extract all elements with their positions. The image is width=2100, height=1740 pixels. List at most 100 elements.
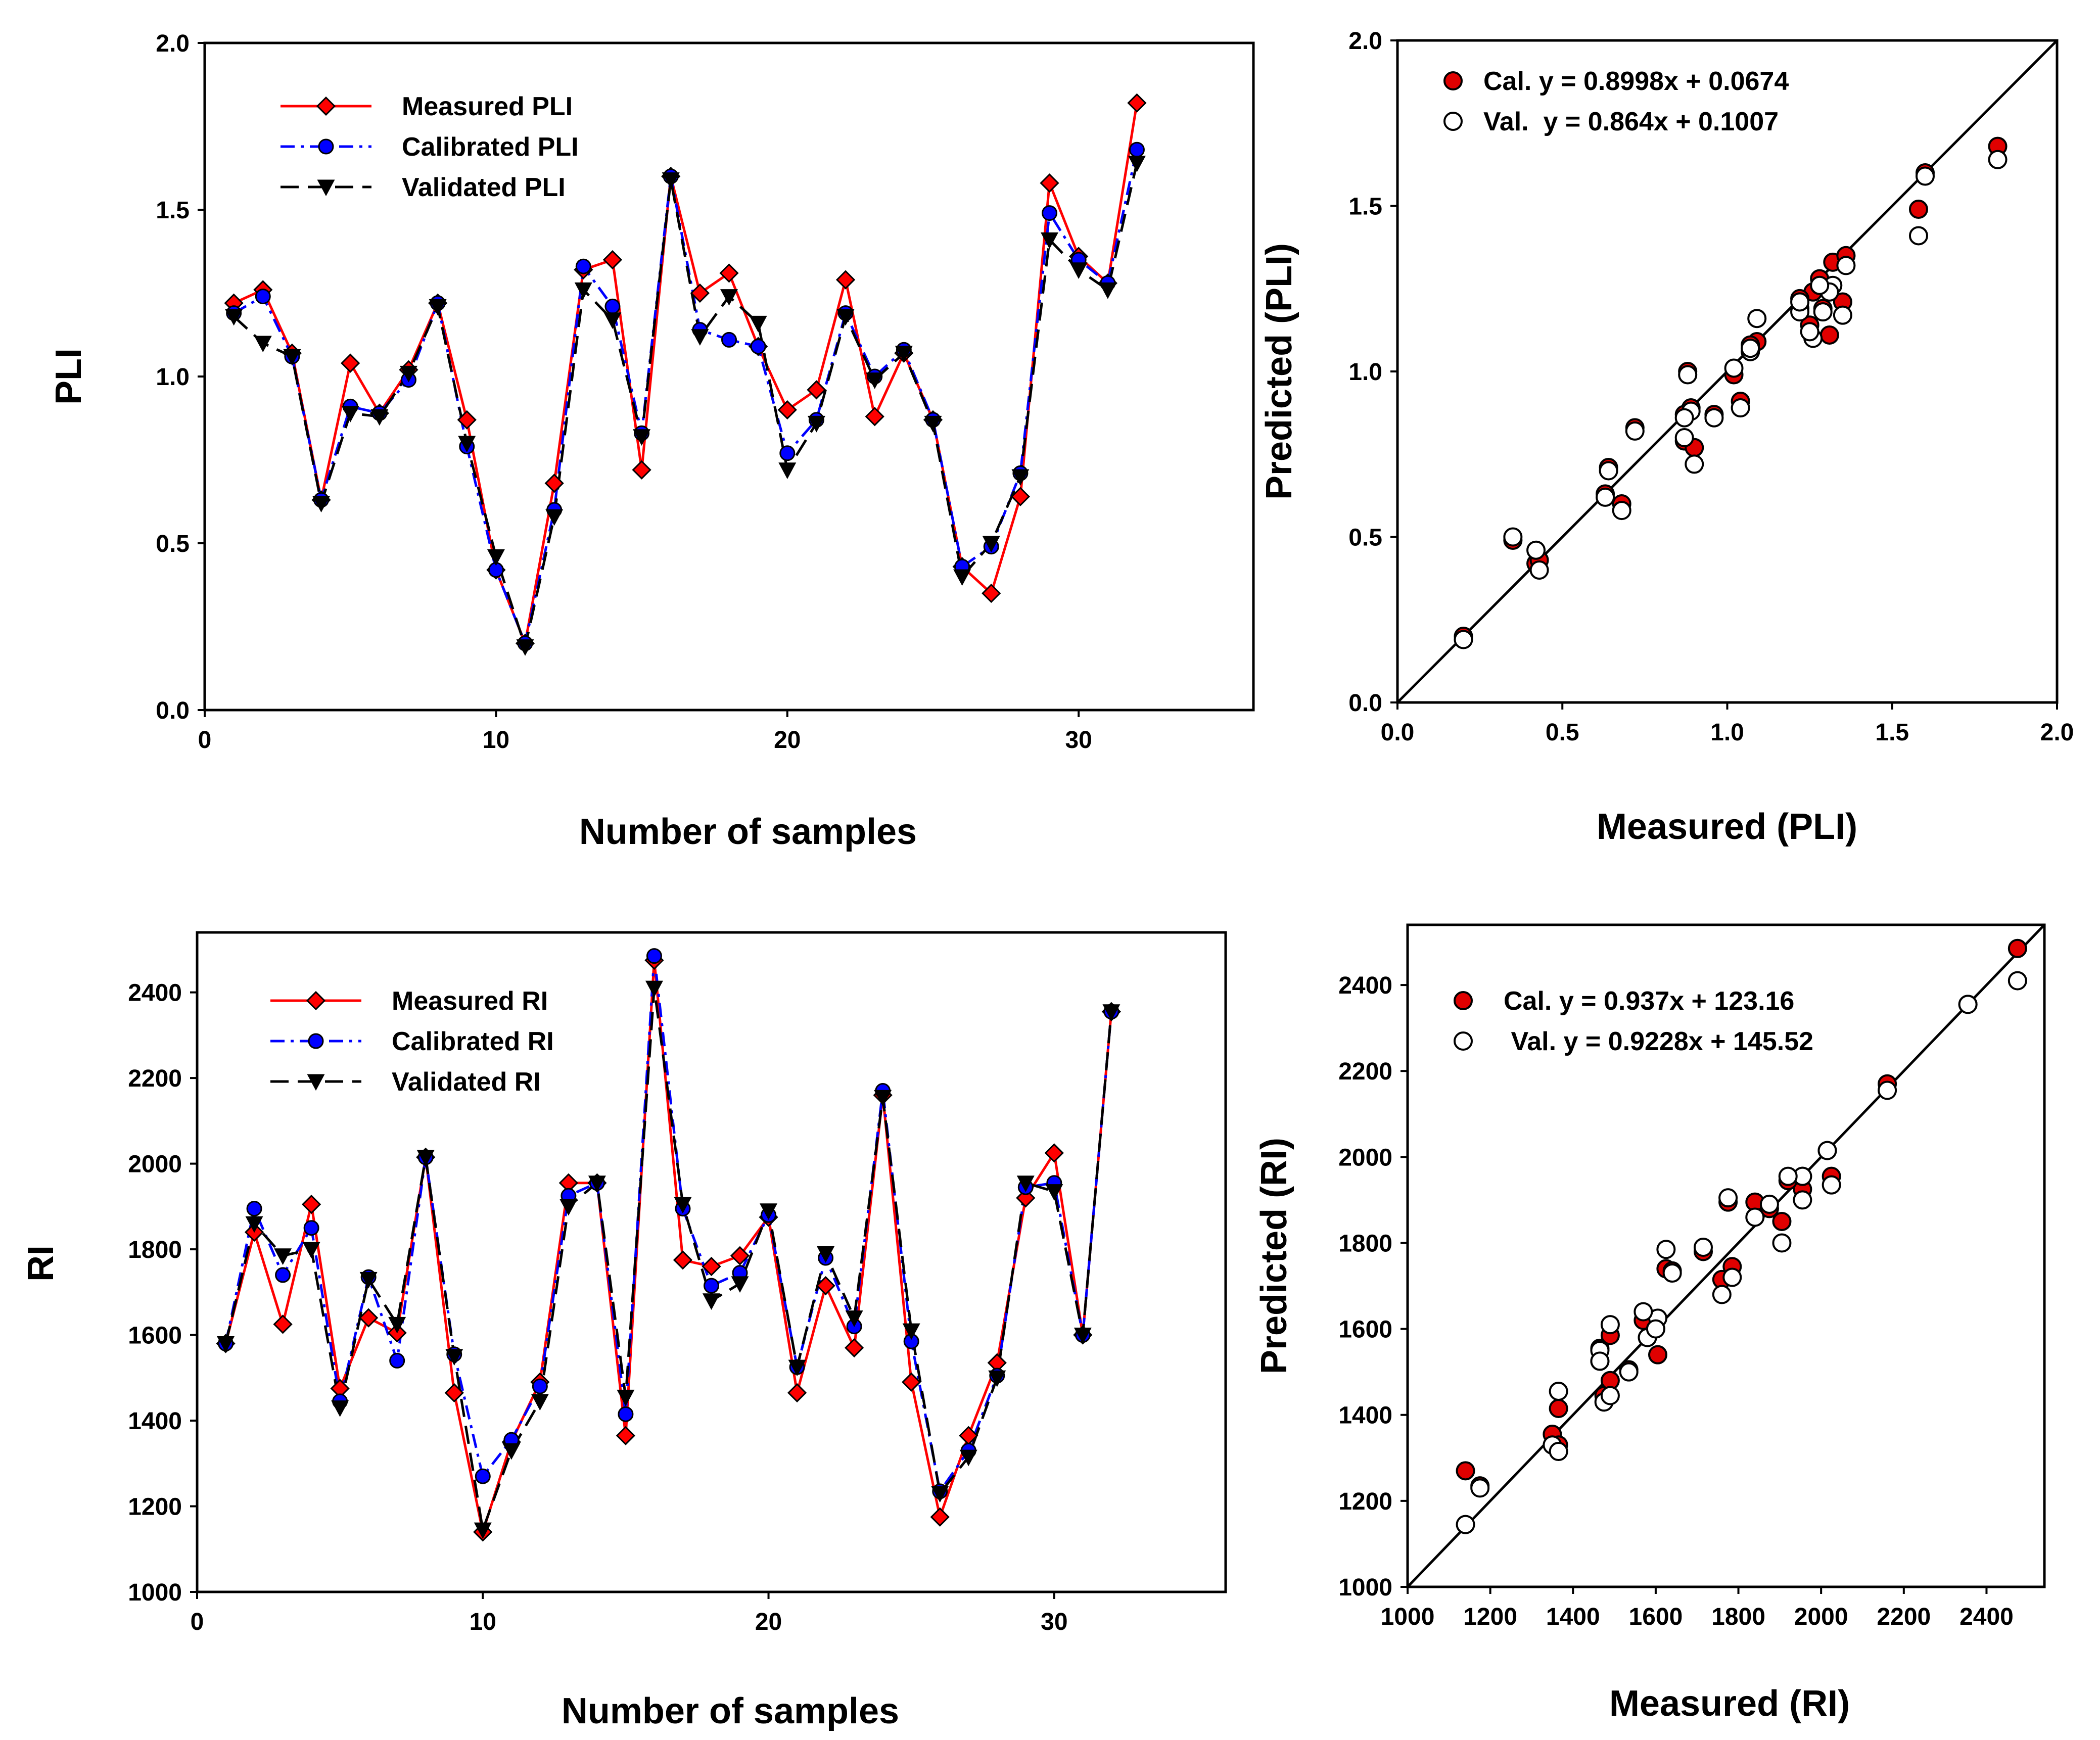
legend-marker [1454, 991, 1473, 1010]
legend-marker [308, 1033, 324, 1049]
data-point [719, 263, 739, 283]
x-tick-label: 1400 [1546, 1604, 1600, 1630]
legend-marker [1454, 1031, 1473, 1051]
data-point [982, 536, 1000, 553]
data-point [632, 460, 651, 480]
data-point [217, 1336, 235, 1353]
data-point [1596, 487, 1615, 507]
data-point [787, 1383, 807, 1403]
ri-scatter-plot-frame [1406, 923, 2046, 1588]
legend-swatch-calibrated-pli [281, 138, 371, 155]
data-point [1833, 305, 1852, 325]
data-point [1456, 1461, 1475, 1481]
x-tick-label: 1.0 [1710, 719, 1744, 746]
data-point [283, 349, 301, 366]
data-point [1529, 560, 1549, 580]
x-tick-label: 2000 [1794, 1604, 1848, 1630]
x-tick-label: 20 [755, 1609, 782, 1635]
legend-swatch-validated-pli [281, 179, 371, 197]
x-tick-label: 2.0 [2040, 719, 2074, 746]
data-point [1549, 1442, 1568, 1462]
pli-line-x-axis-title: Number of samples [579, 812, 917, 852]
data-point [1648, 1345, 1667, 1365]
data-point [341, 353, 360, 373]
data-point [1988, 150, 2008, 169]
x-tick-label: 30 [1065, 727, 1092, 754]
y-tick-label: 2.0 [1348, 28, 1382, 55]
data-point [807, 415, 825, 433]
x-tick-label: 10 [483, 727, 509, 754]
x-tick-label: 10 [470, 1609, 496, 1635]
data-point [246, 1201, 262, 1217]
data-point [760, 1203, 778, 1220]
data-point [388, 1316, 406, 1334]
legend-swatch-measured-ri [270, 991, 361, 1011]
pli-line-chart: 0 10 20 30 0.0 0.5 1.0 1.5 2.0 Number of samples… [49, 30, 1255, 852]
data-point [1800, 322, 1819, 342]
y-tick-label: 0.5 [156, 531, 190, 557]
data-point [1822, 1175, 1841, 1195]
data-point [1612, 501, 1631, 521]
ri-scatter-x-axis-title: Measured (RI) [1609, 1683, 1850, 1724]
data-point [1074, 1328, 1092, 1344]
data-point [2008, 971, 2027, 991]
data-point [575, 258, 591, 274]
data-point [341, 406, 359, 422]
data-point [1908, 200, 1928, 219]
data-point [1745, 1207, 1765, 1227]
data-point [331, 1400, 349, 1417]
data-point [1045, 1184, 1063, 1201]
y-tick-label: 2400 [128, 980, 182, 1007]
legend-label-measured-ri: Measured RI [392, 986, 548, 1016]
data-point [603, 312, 622, 329]
ri-scatter-marks [1407, 924, 2045, 1588]
data-point [1747, 309, 1767, 328]
y-tick-label: 1000 [1338, 1574, 1392, 1601]
data-point [674, 1197, 692, 1214]
y-tick-label: 2200 [1338, 1058, 1392, 1085]
legend-label-ri-val-equation: Val. y = 0.9228x + 145.52 [1504, 1027, 1813, 1056]
data-point [444, 1383, 464, 1403]
data-point [302, 1242, 320, 1259]
data-point [731, 1276, 749, 1293]
data-point [1810, 275, 1830, 295]
data-point [1674, 428, 1694, 447]
data-point [1712, 1285, 1732, 1304]
data-point [1041, 232, 1059, 249]
data-point [788, 1359, 806, 1377]
data-point [245, 1216, 263, 1233]
data-point [845, 1310, 863, 1327]
data-point [1619, 1362, 1639, 1382]
data-point [1129, 142, 1145, 158]
data-point [1790, 292, 1810, 312]
data-point [1662, 1263, 1682, 1283]
data-point [1454, 630, 1473, 649]
data-point [1819, 325, 1839, 345]
data-point [1044, 1143, 1064, 1163]
data-point [399, 365, 417, 383]
legend-marker [306, 991, 326, 1011]
ri-line-y-axis-title: RI [21, 1245, 61, 1282]
y-tick-label: 1.5 [156, 197, 190, 224]
y-tick-label: 2400 [1338, 972, 1392, 999]
pli-scatter-legend: Cal. y = 0.8998x + 0.0674 Val. y = 0.864… [1443, 67, 1789, 136]
x-tick-label: 20 [774, 727, 801, 754]
x-tick-label: 0.5 [1546, 719, 1579, 746]
legend-row-validated-ri: Validated RI [270, 1067, 541, 1097]
data-point [1704, 408, 1724, 428]
legend-label-pli-val-equation: Val. y = 0.864x + 0.1007 [1483, 107, 1779, 136]
data-point [487, 549, 505, 566]
data-point [273, 1314, 293, 1334]
data-point [457, 410, 477, 430]
legend-row-validated-pli: Validated PLI [281, 173, 566, 202]
data-point [690, 283, 710, 303]
pli-scatter-y-axis-title: Predicted (PLI) [1259, 243, 1299, 500]
data-point [982, 583, 1001, 603]
data-point [458, 436, 476, 453]
legend-label-validated-pli: Validated PLI [402, 173, 566, 202]
data-point [1685, 454, 1704, 474]
data-point [1793, 1190, 1812, 1210]
y-tick-label: 2.0 [156, 30, 190, 57]
data-point [902, 1372, 921, 1392]
